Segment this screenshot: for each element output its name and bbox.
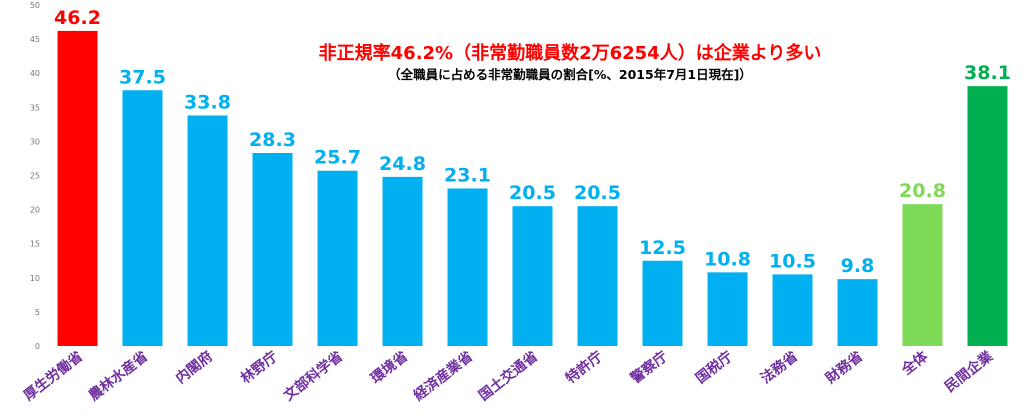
x-tick-label: 全体 [898, 347, 932, 379]
bar [57, 30, 98, 346]
x-tick-label: 内閣府 [172, 348, 216, 387]
data-label: 24.8 [379, 153, 426, 175]
y-tick-label: 15 [30, 240, 40, 249]
data-label: 33.8 [184, 91, 231, 113]
data-label: 9.8 [841, 255, 875, 277]
x-tick-label: 民間企業 [941, 347, 996, 395]
data-label: 10.5 [769, 250, 816, 272]
x-tick-label: 経済産業省 [410, 348, 476, 404]
bar [642, 260, 683, 346]
x-tick-label: 国土交通省 [475, 348, 541, 404]
data-label: 20.8 [899, 180, 946, 202]
x-tick-label: 厚生労働省 [20, 348, 86, 404]
y-axis: 0 5 10 15 20 25 30 35 40 45 50 [30, 1, 40, 351]
x-tick-label: 警察庁 [627, 348, 671, 387]
y-tick-label: 10 [30, 274, 40, 283]
data-label: 28.3 [249, 129, 296, 151]
y-tick-label: 40 [30, 69, 40, 78]
bars [57, 30, 1008, 347]
y-tick-label: 35 [30, 103, 40, 112]
y-tick-label: 25 [30, 172, 40, 181]
y-tick-label: 30 [30, 137, 40, 146]
bar [317, 170, 358, 346]
y-tick-label: 5 [35, 308, 40, 317]
value-labels: 46.2 37.5 33.8 28.3 25.7 24.8 23.1 20.5 20.5 12.5… [54, 7, 1011, 277]
bar [447, 188, 488, 346]
chart-subtitle: （全職員に占める非常勤職員の割合[%、2015年7月1日現在]） [388, 67, 752, 82]
x-tick-label: 林野庁 [237, 348, 281, 387]
data-label: 20.5 [574, 182, 621, 204]
data-label: 23.1 [444, 164, 491, 186]
y-tick-label: 0 [35, 342, 40, 351]
y-tick-label: 50 [30, 1, 40, 10]
x-tick-label: 文部科学省 [280, 348, 346, 404]
data-label: 38.1 [964, 62, 1011, 84]
x-tick-label: 国税庁 [692, 348, 736, 387]
bar [837, 279, 878, 346]
data-label: 46.2 [54, 7, 101, 29]
bar [382, 176, 423, 346]
x-tick-label: 特許庁 [562, 348, 606, 387]
data-label: 10.8 [704, 248, 751, 270]
category-labels: 厚生労働省 農林水産省 内閣府 林野庁 文部科学省 環境省 経済産業省 国土交通省 特許庁 警察庁… [20, 347, 996, 404]
bar [252, 152, 293, 346]
bar [187, 115, 228, 346]
x-tick-label: 財務省 [822, 348, 866, 388]
data-label: 25.7 [314, 147, 361, 169]
data-label: 37.5 [119, 66, 166, 88]
bar [902, 204, 943, 346]
bar [122, 90, 163, 346]
data-label: 20.5 [509, 182, 556, 204]
x-tick-label: 農林水産省 [85, 348, 151, 404]
bar [772, 274, 813, 346]
x-tick-label: 法務省 [757, 348, 801, 387]
data-label: 12.5 [639, 237, 686, 259]
bar [512, 206, 553, 346]
y-tick-label: 45 [30, 35, 40, 44]
x-tick-label: 環境省 [367, 348, 411, 387]
bar [967, 86, 1008, 347]
chart-title: 非正規率46.2%（非常勤職員数2万6254人）は企業より多い [319, 42, 822, 64]
y-tick-label: 20 [30, 206, 40, 215]
bar [577, 206, 618, 346]
bar [707, 272, 748, 346]
